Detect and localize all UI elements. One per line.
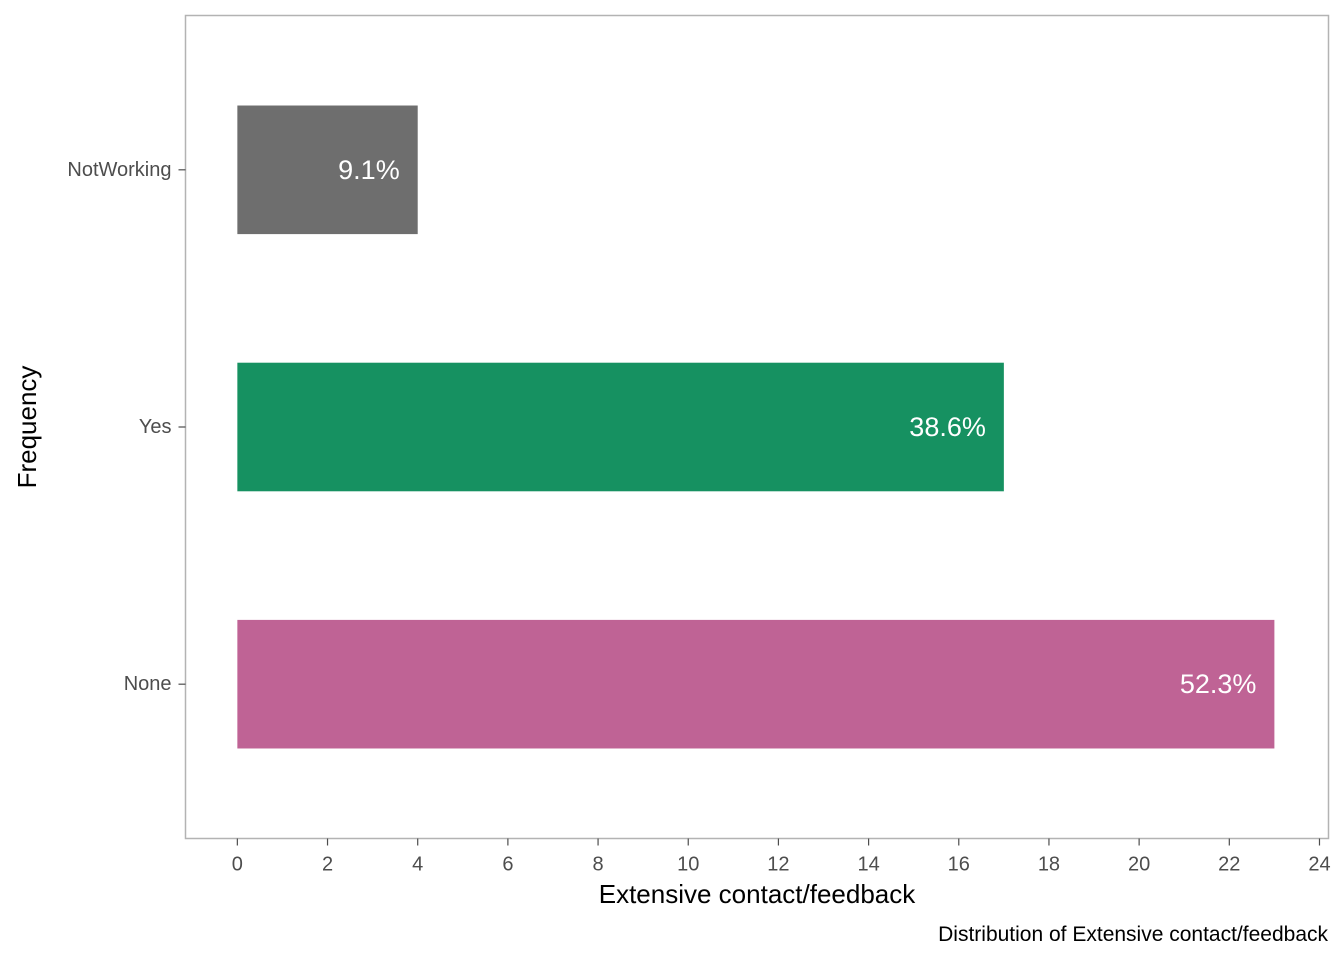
y-tick-label-yes: Yes [139,416,172,438]
x-tick-label: 20 [1128,854,1150,876]
bars-layer [237,105,1275,749]
x-axis: 0 2 4 6 8 10 12 14 16 18 20 22 24 [232,838,1331,876]
chart-caption: Distribution of Extensive contact/feedba… [938,923,1328,946]
x-tick-label: 0 [232,854,243,876]
bar-none [237,619,1275,749]
data-label-notworking: 9.1% [338,155,400,185]
bar-yes [237,362,1004,492]
x-tick-label: 12 [767,854,789,876]
x-axis-title: Extensive contact/feedback [599,879,917,909]
y-tick-label-notworking: NotWorking [67,159,171,181]
x-tick-label: 10 [677,854,699,876]
x-tick-label: 8 [592,854,603,876]
x-tick-label: 18 [1038,854,1060,876]
x-tick-label: 4 [412,854,423,876]
bar-notworking [237,105,418,235]
data-label-none: 52.3% [1180,669,1257,699]
data-labels-layer: 52.3% 38.6% 9.1% [338,155,1256,699]
x-tick-label: 14 [857,854,879,876]
data-label-yes: 38.6% [909,412,986,442]
x-tick-label: 22 [1218,854,1240,876]
y-axis-title: Frequency [12,366,42,489]
y-axis: None Yes NotWorking [67,159,186,695]
x-tick-label: 16 [948,854,970,876]
x-tick-label: 2 [322,854,333,876]
x-tick-label: 6 [502,854,513,876]
y-tick-label-none: None [124,673,172,695]
x-tick-label: 24 [1308,854,1330,876]
